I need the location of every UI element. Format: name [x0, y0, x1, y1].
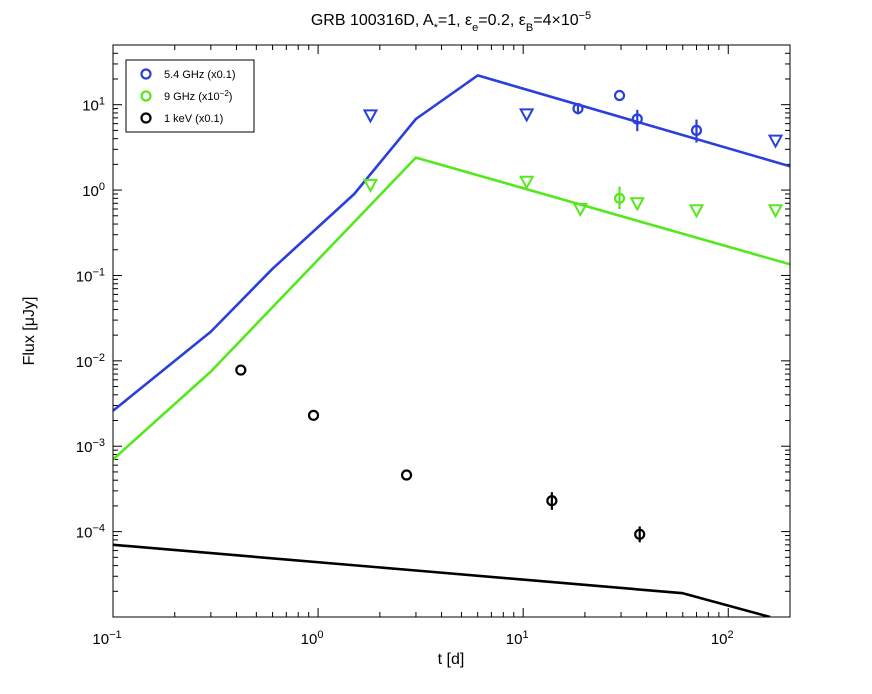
plot-area: [113, 45, 790, 617]
x-tick-label-base: 10: [301, 631, 318, 648]
y-tick-label-exp: −2: [92, 352, 105, 364]
upper-limit-marker: [767, 204, 784, 219]
legend-marker: [140, 112, 152, 124]
model-line: [113, 156, 790, 461]
y-tick-label-exp: −1: [92, 266, 105, 278]
y-tick-label-exp: 0: [99, 181, 105, 193]
y-tick-label: 100: [82, 181, 105, 200]
chart-title: GRB 100316D, A*=1, εe=0.2, εB=4×10−5: [311, 10, 591, 34]
upper-limit-marker: [518, 175, 535, 190]
upper-limit-marker: [629, 197, 645, 212]
title-eps-b: ε: [519, 12, 526, 29]
y-tick-label-exp: −4: [92, 523, 105, 535]
y-tick-label-base: 10: [82, 98, 99, 115]
legend-label: 1 keV (x0.1): [164, 113, 223, 125]
detection-point: [572, 102, 584, 115]
y-tick-label-exp: −3: [92, 437, 105, 449]
legend-box: [125, 59, 255, 133]
detection-point: [634, 528, 646, 540]
detection-point: [613, 192, 626, 204]
x-tick-label-exp: 1: [522, 629, 528, 641]
x-tick-label: 102: [711, 629, 734, 648]
title-a-sub: *: [434, 22, 439, 34]
detection-point: [235, 364, 247, 376]
y-tick-label-base: 10: [76, 354, 93, 371]
x-tick-label-base: 10: [92, 631, 109, 648]
y-tick-label: 10−1: [76, 266, 105, 285]
upper-limit-marker: [518, 108, 535, 123]
legend-label-main: 9 GHz (x10: [164, 91, 220, 103]
title-eps-e-sub: e: [472, 22, 478, 34]
title-eps-e: ε: [465, 12, 472, 29]
legend-label-after: ): [229, 91, 233, 103]
legend-label-main: 1 keV (x0.1): [164, 113, 223, 125]
plot-frame-border: [112, 44, 791, 618]
model-lines: [113, 74, 790, 617]
upper-limit-marker: [572, 203, 589, 218]
x-tick-label-exp: 0: [317, 629, 323, 641]
title-b-exp: −5: [579, 10, 592, 22]
detection-point: [631, 113, 643, 125]
x-tick-label-base: 10: [711, 631, 728, 648]
x-tick-label: 10−1: [92, 629, 121, 648]
legend-marker: [140, 68, 152, 80]
x-axis-label: t [d]: [438, 651, 465, 668]
y-tick-label: 10−3: [76, 437, 105, 456]
model-line: [113, 543, 771, 617]
x-tick-label-exp: −1: [109, 629, 122, 641]
title-after-a: =1,: [438, 12, 465, 29]
y-tick-label-base: 10: [76, 525, 93, 542]
title-main: GRB 100316D, A: [311, 12, 434, 29]
y-tick-label: 10−4: [76, 523, 105, 542]
title-eps-b-sub: B: [526, 22, 533, 34]
upper-limit-marker: [362, 109, 379, 124]
model-line: [113, 74, 790, 412]
x-tick-label-exp: 2: [728, 629, 734, 641]
y-tick-label-exp: 1: [99, 96, 105, 108]
title-after-b: =4×10: [533, 12, 578, 29]
title-after-e: =0.2,: [478, 12, 518, 29]
y-tick-label: 10−2: [76, 352, 105, 371]
y-axis-label: Flux [μJy]: [21, 297, 38, 366]
legend-label-exp: −2: [220, 89, 230, 98]
legend-label: 9 GHz (x10−2): [164, 89, 232, 104]
upper-limit-marker: [688, 204, 705, 219]
upper-limit-marker: [362, 178, 379, 193]
legend-marker: [140, 90, 152, 102]
detection-point: [307, 409, 320, 421]
y-tick-label-base: 10: [82, 183, 99, 200]
detection-point: [400, 469, 413, 481]
legend-label: 5.4 GHz (x0.1): [164, 69, 236, 81]
legend-label-main: 5.4 GHz (x0.1): [164, 69, 236, 81]
x-tick-label-base: 10: [506, 631, 523, 648]
legend: 5.4 GHz (x0.1) 9 GHz (x10−2) 1 keV (x0.1): [125, 59, 255, 133]
detection-point: [690, 124, 703, 136]
upper-limit-marker: [767, 134, 784, 149]
y-tick-label-base: 10: [76, 268, 93, 285]
y-tick-label: 101: [82, 96, 105, 115]
y-tick-label-base: 10: [76, 439, 93, 456]
detection-point: [546, 495, 558, 507]
detection-point: [613, 89, 626, 102]
x-tick-label: 101: [506, 629, 529, 648]
data-points: [235, 89, 784, 543]
x-tick-label: 100: [301, 629, 324, 648]
